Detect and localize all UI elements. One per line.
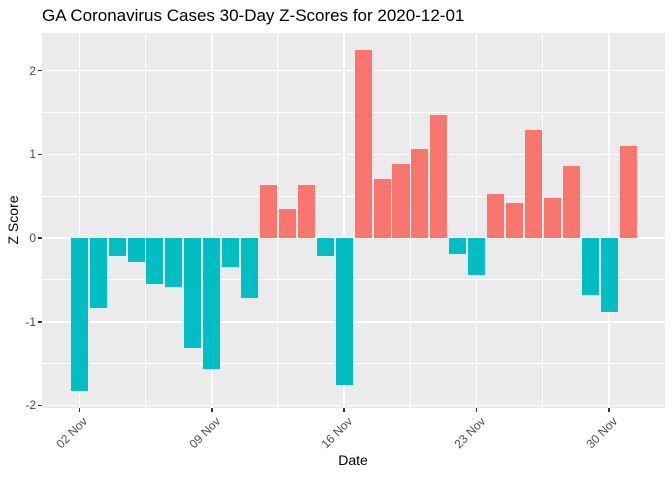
x-tick-mark [608, 408, 610, 412]
x-tick-label: 30 Nov [583, 414, 621, 452]
major-gridline-vertical [343, 33, 345, 408]
minor-gridline-vertical [277, 33, 279, 408]
y-tick-label: -2 [25, 398, 36, 413]
y-axis-title: Z Score [5, 195, 21, 245]
y-tick-label: 1 [29, 147, 36, 162]
bar-2020-11-22 [449, 238, 467, 254]
x-tick-mark [343, 408, 345, 412]
bar-2020-11-28 [562, 166, 580, 239]
major-gridline-vertical [608, 33, 610, 408]
bar-2020-11-03 [89, 238, 107, 309]
y-tick-label: 2 [29, 63, 36, 78]
y-tick-mark [38, 153, 42, 156]
x-tick-label: 16 Nov [318, 414, 356, 452]
x-tick-mark [475, 408, 478, 412]
bar-2020-11-27 [543, 197, 561, 239]
bar-2020-11-18 [373, 179, 391, 239]
bar-2020-11-06 [146, 238, 164, 285]
bar-2020-11-14 [297, 185, 315, 239]
bar-2020-11-20 [411, 149, 429, 239]
y-tick-mark [38, 237, 42, 239]
y-tick-label: -1 [25, 314, 36, 329]
major-gridline-horizontal [42, 153, 665, 156]
minor-gridline-horizontal [42, 363, 665, 365]
bar-2020-11-26 [524, 130, 542, 239]
bar-2020-11-24 [487, 193, 505, 239]
bar-2020-11-02 [70, 238, 88, 392]
bar-2020-11-10 [222, 238, 240, 267]
y-tick-label: 0 [29, 231, 36, 246]
bar-2020-11-30 [600, 238, 618, 312]
major-gridline-horizontal [42, 69, 665, 72]
x-axis-title: Date [338, 452, 368, 468]
bar-2020-11-17 [354, 49, 372, 239]
bar-2020-11-21 [430, 115, 448, 239]
minor-gridline-horizontal [42, 279, 665, 281]
bar-2020-11-19 [392, 163, 410, 239]
x-tick-label: 09 Nov [186, 414, 223, 452]
bar-2020-11-16 [335, 238, 353, 386]
y-tick-mark [38, 69, 42, 72]
bar-2020-11-25 [506, 202, 524, 239]
x-tick-mark [211, 408, 213, 412]
y-tick-mark [38, 321, 42, 323]
major-gridline-horizontal [42, 321, 665, 323]
minor-gridline-vertical [145, 33, 147, 408]
bar-2020-11-04 [108, 238, 126, 256]
bar-2020-11-11 [241, 238, 259, 298]
x-tick-label: 02 Nov [53, 414, 91, 452]
major-gridline-vertical [475, 33, 478, 408]
x-tick-mark [78, 408, 81, 412]
major-gridline-vertical [78, 33, 81, 408]
x-tick-label: 23 Nov [451, 414, 488, 452]
minor-gridline-vertical [409, 33, 411, 408]
minor-gridline-horizontal [42, 195, 665, 197]
bar-2020-11-05 [127, 238, 145, 262]
bar-2020-11-07 [165, 238, 183, 287]
bar-2020-11-13 [278, 208, 296, 239]
major-gridline-vertical [211, 33, 213, 408]
bar-2020-12-01 [619, 146, 637, 239]
bar-2020-11-12 [260, 184, 278, 239]
bar-2020-11-23 [468, 238, 486, 275]
plot-panel [42, 33, 665, 408]
bar-2020-11-08 [184, 238, 202, 348]
major-gridline-horizontal [42, 237, 665, 239]
bar-2020-11-09 [203, 238, 221, 369]
minor-gridline-horizontal [42, 112, 665, 114]
bar-2020-11-29 [581, 238, 599, 295]
chart-title: GA Coronavirus Cases 30-Day Z-Scores for… [42, 6, 465, 25]
minor-gridline-vertical [542, 33, 544, 408]
major-gridline-horizontal [42, 404, 665, 407]
y-tick-mark [38, 404, 42, 407]
bar-2020-11-15 [316, 238, 334, 257]
